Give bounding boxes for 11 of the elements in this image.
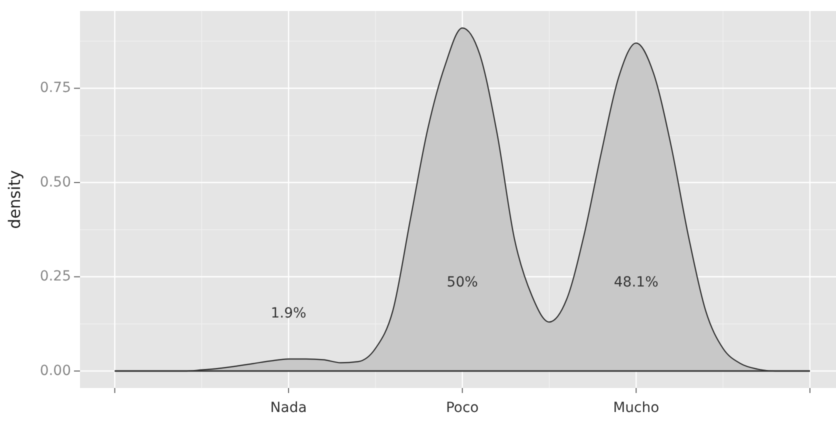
x-tick-label: Nada <box>270 400 307 416</box>
x-tick-label: Mucho <box>613 400 660 416</box>
y-tick-label: 0.00 <box>40 362 71 379</box>
y-tick-label: 0.50 <box>40 174 71 190</box>
annotation: 48.1% <box>614 274 658 290</box>
y-tick-label: 0.75 <box>40 80 71 96</box>
y-tick-label: 0.25 <box>40 268 71 285</box>
annotation: 50% <box>446 274 478 290</box>
x-tick-label: Poco <box>446 400 479 416</box>
annotation: 1.9% <box>270 306 306 322</box>
y-axis-title: density <box>5 170 24 229</box>
